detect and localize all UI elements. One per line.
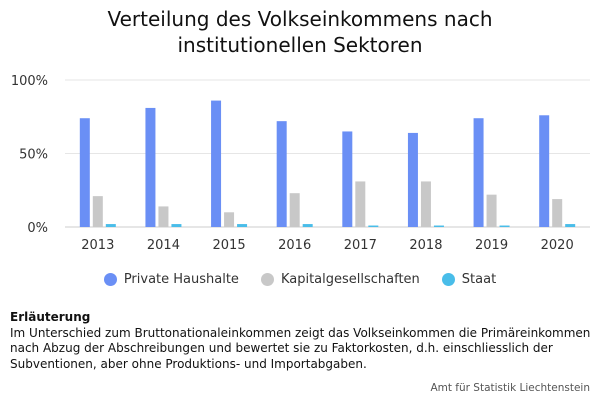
explanation-heading: Erläuterung bbox=[10, 310, 91, 324]
legend-swatch-kapitalgesellschaften bbox=[260, 273, 274, 286]
bar-staat-2018 bbox=[433, 225, 444, 227]
bar-private-haushalte-2014 bbox=[145, 107, 156, 227]
bar-kapitalgesellschaften-2018 bbox=[420, 181, 431, 227]
chart-title-line-1: Verteilung des Volkseinkommens nach bbox=[107, 7, 493, 31]
chart-title-line-2: institutionellen Sektoren bbox=[177, 33, 423, 57]
bar-staat-2016 bbox=[302, 224, 313, 227]
bar-private-haushalte-2013 bbox=[79, 118, 90, 227]
bar-staat-2020 bbox=[565, 224, 576, 227]
legend-swatch-private-haushalte bbox=[103, 273, 117, 286]
source-credit: Amt für Statistik Liechtenstein bbox=[430, 382, 590, 394]
legend-label-staat: Staat bbox=[461, 272, 497, 287]
y-tick-label: 50% bbox=[19, 148, 48, 163]
x-tick-label: 2013 bbox=[81, 238, 114, 253]
bar-private-haushalte-2017 bbox=[342, 131, 353, 227]
bar-staat-2017 bbox=[368, 225, 379, 227]
bar-kapitalgesellschaften-2020 bbox=[552, 199, 563, 227]
bar-kapitalgesellschaften-2015 bbox=[224, 212, 235, 227]
bar-kapitalgesellschaften-2013 bbox=[92, 196, 103, 227]
x-tick-label: 2014 bbox=[147, 238, 180, 253]
bar-private-haushalte-2020 bbox=[539, 115, 550, 227]
chart-title: Verteilung des Volkseinkommens nach inst… bbox=[0, 6, 600, 58]
bar-chart: 0% 50% 100% 2013 2014 2015 2016 2017 2018 2019 202… bbox=[11, 74, 590, 253]
legend-label-private-haushalte: Private Haushalte bbox=[123, 272, 239, 287]
legend-label-kapitalgesellschaften: Kapitalgesellschaften bbox=[280, 272, 420, 287]
bar-staat-2019 bbox=[499, 225, 510, 227]
bar-staat-2013 bbox=[105, 224, 116, 227]
y-tick-label: 0% bbox=[27, 221, 48, 236]
bar-staat-2015 bbox=[237, 224, 248, 227]
x-tick-label: 2020 bbox=[541, 238, 574, 253]
legend-item-staat[interactable]: Staat bbox=[441, 272, 497, 287]
bar-private-haushalte-2015 bbox=[211, 100, 222, 227]
bar-private-haushalte-2019 bbox=[473, 118, 484, 227]
y-tick-label: 100% bbox=[11, 74, 48, 89]
bar-staat-2014 bbox=[171, 224, 182, 227]
bar-private-haushalte-2018 bbox=[407, 132, 418, 227]
bar-kapitalgesellschaften-2019 bbox=[486, 194, 497, 227]
explanation-text: Im Unterschied zum Bruttonationaleinkomm… bbox=[10, 325, 591, 371]
x-tick-label: 2018 bbox=[409, 238, 442, 253]
legend: Private Haushalte Kapitalgesellschaften … bbox=[0, 272, 600, 287]
legend-item-private-haushalte[interactable]: Private Haushalte bbox=[103, 272, 239, 287]
x-tick-label: 2017 bbox=[344, 238, 377, 253]
bar-private-haushalte-2016 bbox=[276, 121, 287, 227]
legend-swatch-staat bbox=[441, 273, 455, 286]
bar-kapitalgesellschaften-2016 bbox=[289, 193, 300, 227]
x-tick-label: 2019 bbox=[475, 238, 508, 253]
x-tick-label: 2016 bbox=[278, 238, 311, 253]
explanation-note: Erläuterung Im Unterschied zum Bruttonat… bbox=[10, 310, 595, 372]
x-tick-label: 2015 bbox=[213, 238, 246, 253]
legend-item-kapitalgesellschaften[interactable]: Kapitalgesellschaften bbox=[260, 272, 420, 287]
bar-kapitalgesellschaften-2017 bbox=[355, 181, 366, 227]
bar-kapitalgesellschaften-2014 bbox=[158, 206, 169, 227]
